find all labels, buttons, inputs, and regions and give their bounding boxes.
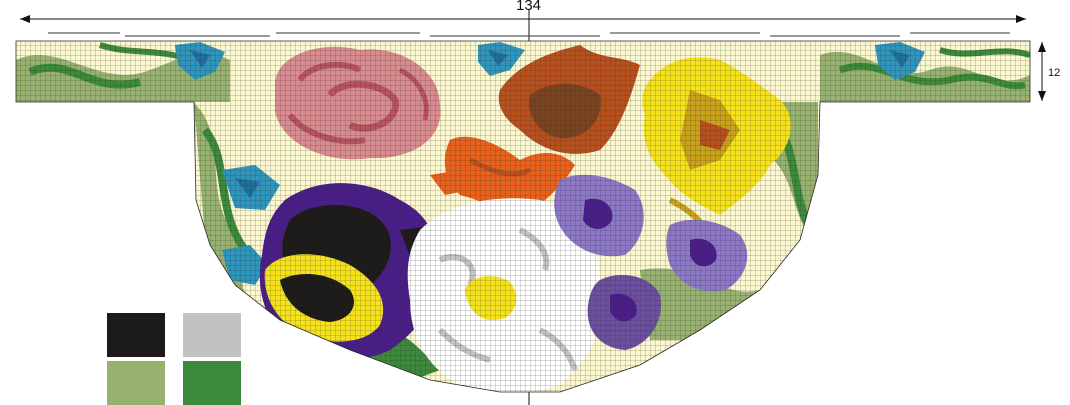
top-edge-dashes — [48, 32, 1010, 37]
width-dimension — [20, 15, 1026, 23]
swatch-light-green — [107, 361, 165, 405]
height-dimension-label: 12 — [1048, 67, 1061, 79]
fabric-outline — [15, 40, 1031, 393]
swatch-dark-green — [183, 361, 241, 405]
swatch-black — [107, 313, 165, 357]
width-dimension-label: 134 — [516, 0, 542, 14]
height-dimension — [1038, 42, 1046, 101]
swatch-grey — [183, 313, 241, 357]
